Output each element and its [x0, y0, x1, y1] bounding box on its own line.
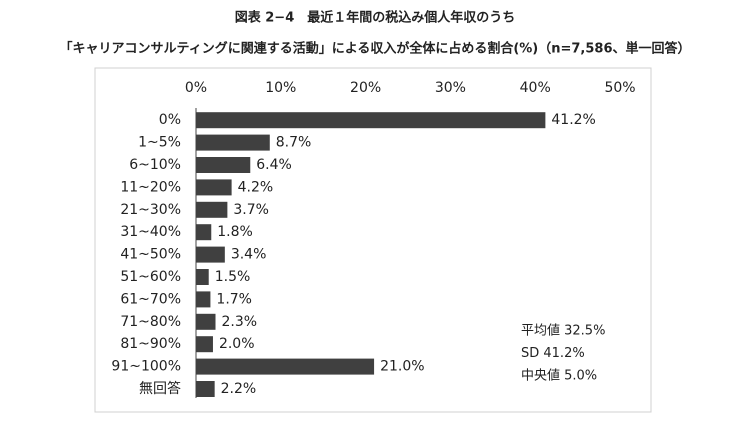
- value-label: 2.2%: [221, 381, 257, 397]
- x-tick-label: 0%: [185, 80, 207, 96]
- value-label: 2.3%: [222, 314, 258, 330]
- bar: [196, 224, 212, 241]
- annotation: 平均値 32.5%: [521, 323, 605, 339]
- x-tick-label: 10%: [265, 80, 296, 96]
- bar: [196, 179, 232, 196]
- bar: [196, 358, 375, 375]
- x-tick-label: 50%: [604, 80, 635, 96]
- value-label: 41.2%: [551, 112, 595, 128]
- bar: [196, 291, 211, 308]
- value-label: 8.7%: [276, 135, 312, 151]
- x-tick-label: 20%: [350, 80, 381, 96]
- value-label: 1.7%: [216, 291, 252, 307]
- y-tick-label: 71~80%: [120, 314, 181, 330]
- bar: [196, 313, 216, 330]
- y-tick-label: 41~50%: [120, 247, 181, 263]
- annotation: 中央値 5.0%: [521, 368, 597, 384]
- y-tick-label: 1~5%: [138, 135, 181, 151]
- value-label: 4.2%: [238, 179, 274, 195]
- x-tick-label: 40%: [520, 80, 551, 96]
- bar: [196, 246, 225, 263]
- value-label: 3.7%: [233, 202, 269, 218]
- y-tick-label: 6~10%: [129, 157, 181, 173]
- value-label: 2.0%: [219, 336, 255, 352]
- chart-subtitle: 「キャリアコンサルティングに関連する活動」による収入が全体に占める割合(%)（n…: [59, 41, 690, 57]
- y-tick-label: 21~30%: [120, 202, 181, 218]
- bar: [196, 336, 213, 353]
- y-tick-label: 0%: [159, 112, 181, 128]
- y-tick-label: 61~70%: [120, 291, 181, 307]
- y-tick-label: 51~60%: [120, 269, 181, 285]
- bar: [196, 134, 270, 151]
- value-label: 3.4%: [231, 247, 267, 263]
- value-label: 1.5%: [215, 269, 251, 285]
- x-tick-label: 30%: [435, 80, 466, 96]
- bar: [196, 269, 209, 285]
- y-tick-label: 31~40%: [120, 224, 181, 240]
- plot-frame: [94, 67, 652, 413]
- bar: [196, 112, 546, 129]
- bar: [196, 201, 228, 218]
- y-tick-label: 91~100%: [111, 359, 181, 375]
- annotation: SD 41.2%: [521, 346, 585, 361]
- bar: [196, 381, 215, 397]
- bar: [196, 157, 251, 173]
- chart-title: 図表 2−4 最近１年間の税込み個人年収のうち: [235, 10, 516, 26]
- value-label: 6.4%: [256, 157, 292, 173]
- y-tick-label: 81~90%: [120, 336, 181, 352]
- value-label: 1.8%: [217, 224, 253, 240]
- value-label: 21.0%: [380, 359, 424, 375]
- y-tick-label: 無回答: [139, 380, 181, 397]
- y-tick-label: 11~20%: [120, 179, 181, 195]
